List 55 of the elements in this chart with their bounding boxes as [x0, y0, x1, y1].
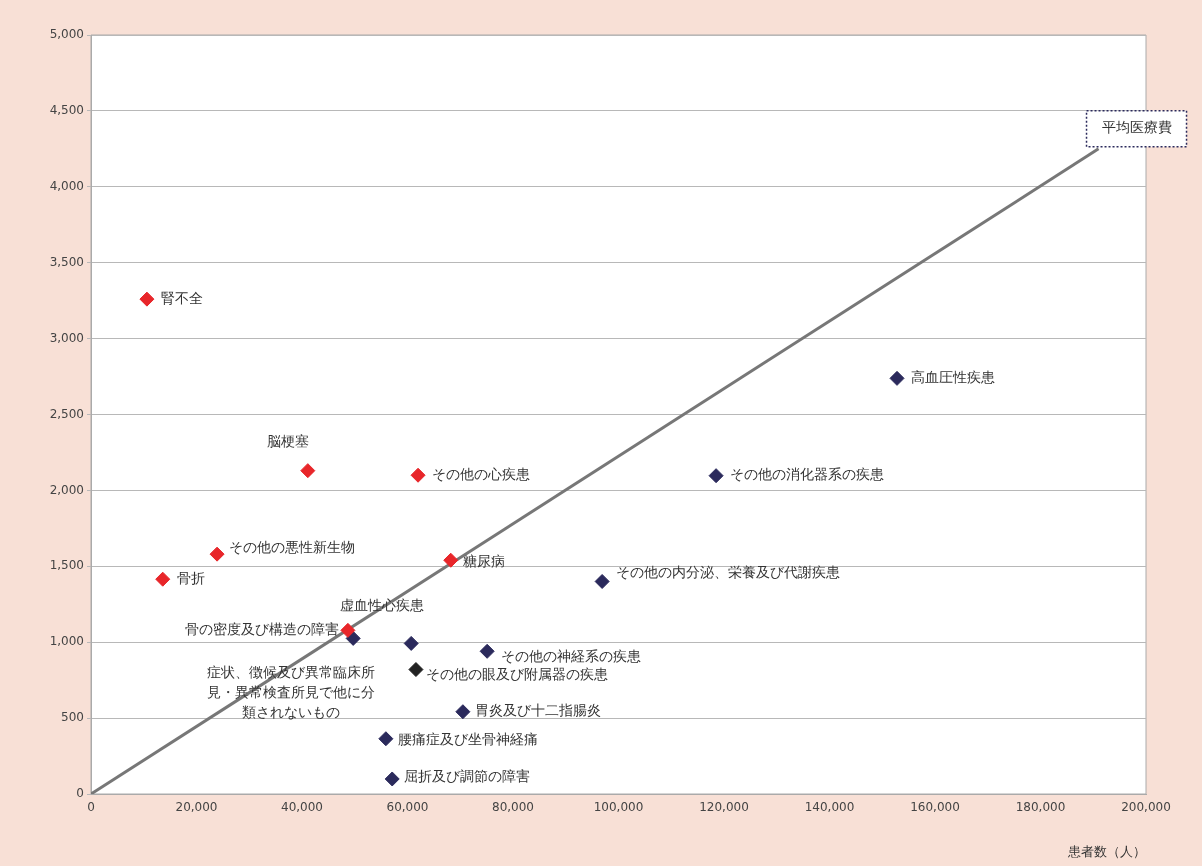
point: [443, 552, 459, 568]
annotation: 骨折: [176, 569, 205, 586]
x-tick-label: 200,000: [1121, 800, 1171, 815]
annotation: その他の消化器系の疾患: [730, 466, 885, 483]
annotation: その他の眼及び附属器の疾患: [425, 666, 608, 683]
annotation: その他の神経系の疾患: [501, 647, 642, 664]
y-tick-label: 4,000: [49, 178, 84, 193]
x-tick-label: 160,000: [910, 800, 960, 815]
y-tick-label: 5,000: [49, 27, 84, 42]
point: [403, 635, 419, 651]
point: [889, 370, 905, 386]
y-tick-label: 0: [76, 786, 84, 801]
point: [209, 546, 225, 562]
y-tick-label: 1,500: [49, 558, 84, 573]
x-tick-label: 120,000: [699, 800, 749, 815]
point: [378, 731, 394, 747]
y-tick-label: 500: [61, 710, 84, 725]
annotation: 屈折及び調節の障害: [404, 767, 531, 784]
y-tick-label: 2,500: [49, 406, 84, 421]
x-tick-label: 60,000: [386, 800, 429, 815]
point: [155, 571, 171, 587]
y-tick-label: 4,500: [49, 103, 84, 118]
x-tick-label: 100,000: [593, 800, 644, 815]
x-tick-label: 40,000: [281, 800, 323, 815]
x-tick-label: 0: [87, 800, 95, 815]
annotation: 腰痛症及び坐骨神経痛: [397, 731, 538, 748]
annotation: 脳梗塞: [266, 433, 309, 450]
point: [410, 467, 426, 483]
point: [408, 662, 424, 678]
point: [139, 291, 155, 307]
x-axis-title: 患者数（人）: [1067, 843, 1146, 859]
point: [384, 771, 400, 787]
annotation: 胃炎及び十二指腸炎: [474, 702, 601, 719]
annotation: その他の心疾患: [432, 465, 531, 482]
annotation: その他の悪性新生物: [229, 538, 356, 555]
annotation: 高血圧性疾患: [911, 369, 996, 386]
annotation: 腎不全: [160, 289, 203, 306]
point: [300, 463, 316, 479]
point: [479, 643, 495, 659]
y-tick-label: 3,500: [49, 254, 84, 269]
point: [594, 573, 610, 589]
annotation: 平均医療費: [1101, 119, 1172, 136]
point: [340, 622, 356, 638]
x-tick-label: 80,000: [492, 800, 534, 815]
y-tick-label: 3,000: [49, 330, 84, 345]
annotation: その他の内分泌、栄養及び代謝疾患: [616, 564, 841, 581]
point: [708, 468, 724, 484]
x-tick-label: 180,000: [1015, 800, 1066, 815]
annotation: 糖尿病: [462, 552, 505, 569]
annotation: 骨の密度及び構造の障害: [185, 621, 340, 638]
x-tick-label: 140,000: [804, 800, 855, 815]
y-tick-label: 1,000: [49, 634, 84, 649]
y-tick-label: 2,000: [49, 482, 84, 497]
point: [455, 704, 471, 720]
x-tick-label: 20,000: [175, 800, 218, 815]
